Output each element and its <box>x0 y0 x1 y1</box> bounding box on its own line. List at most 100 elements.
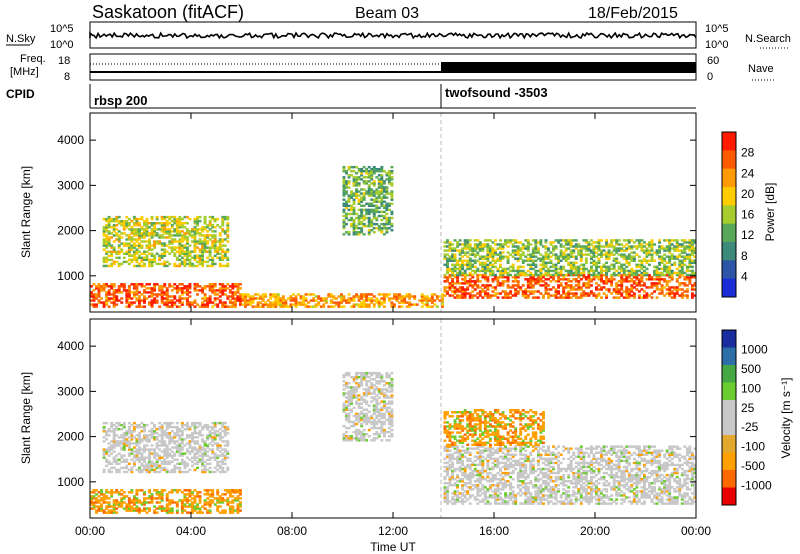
data-cell <box>529 257 533 260</box>
data-cell <box>231 495 235 498</box>
data-cell <box>387 176 391 179</box>
colorbar-swatch <box>722 132 736 151</box>
data-cell <box>663 259 667 262</box>
data-cell <box>658 280 662 283</box>
data-cell <box>380 167 384 171</box>
data-cell <box>226 248 230 251</box>
data-cell <box>105 228 109 231</box>
data-cell <box>193 423 197 427</box>
data-cell <box>567 241 571 244</box>
data-cell <box>188 252 192 255</box>
data-cell <box>110 511 114 514</box>
data-cell <box>617 280 621 283</box>
data-cell <box>218 450 222 453</box>
data-cell <box>165 250 169 253</box>
data-cell <box>130 501 134 504</box>
data-cell <box>107 427 111 431</box>
data-cell <box>577 249 581 252</box>
data-cell <box>547 247 550 250</box>
data-cell <box>461 271 465 275</box>
data-cell <box>127 432 131 435</box>
data-cell <box>476 292 480 295</box>
data-cell <box>193 236 197 239</box>
data-cell <box>110 232 114 235</box>
data-cell <box>337 305 341 308</box>
data-cell <box>675 292 679 295</box>
data-cell <box>600 278 603 281</box>
data-cell <box>425 295 429 298</box>
data-cell <box>342 184 346 187</box>
data-cell <box>380 198 384 201</box>
data-cell <box>574 239 578 242</box>
data-cell <box>193 242 197 245</box>
data-cell <box>645 259 649 262</box>
data-cell <box>430 301 434 304</box>
data-cell <box>569 269 573 273</box>
data-cell <box>597 278 601 281</box>
data-cell <box>165 291 169 294</box>
data-cell <box>367 172 371 175</box>
data-cell <box>110 250 114 253</box>
data-cell <box>569 292 573 295</box>
data-cell <box>668 255 672 258</box>
data-cell <box>115 444 119 447</box>
data-cell <box>294 303 298 306</box>
data-cell <box>511 239 515 242</box>
data-cell <box>642 284 646 287</box>
data-cell <box>342 167 346 171</box>
data-cell <box>648 278 651 281</box>
data-cell <box>347 426 351 430</box>
data-cell <box>390 192 394 195</box>
data-cell <box>276 293 280 296</box>
data-cell <box>143 434 146 437</box>
data-cell <box>476 245 480 248</box>
data-cell <box>188 425 192 429</box>
data-cell <box>95 303 98 306</box>
data-cell <box>688 241 692 244</box>
data-cell <box>446 241 449 244</box>
data-cell <box>153 221 157 225</box>
data-cell <box>367 208 371 212</box>
data-cell <box>607 288 611 291</box>
data-cell <box>372 210 376 214</box>
data-cell <box>132 427 136 431</box>
data-cell <box>143 285 146 288</box>
data-cell <box>486 247 490 250</box>
data-cell <box>506 296 510 299</box>
data-cell <box>213 262 217 266</box>
data-cell <box>137 489 141 492</box>
data-cell <box>680 267 684 271</box>
data-cell <box>352 184 356 187</box>
data-cell <box>370 172 374 175</box>
data-cell <box>203 303 207 306</box>
data-cell <box>534 296 538 299</box>
data-cell <box>233 303 237 306</box>
data-cell <box>539 263 543 267</box>
data-cell <box>685 253 689 256</box>
data-cell <box>168 234 172 237</box>
data-cell <box>213 291 217 294</box>
data-cell <box>481 288 485 291</box>
data-cell <box>534 290 538 293</box>
data-cell <box>372 180 376 183</box>
data-cell <box>683 257 687 260</box>
data-cell <box>390 229 394 232</box>
data-cell <box>438 295 442 298</box>
data-cell <box>645 278 649 281</box>
data-cell <box>178 305 182 308</box>
data-cell <box>390 212 394 216</box>
data-cell <box>367 192 371 195</box>
data-cell <box>304 297 308 300</box>
data-cell <box>153 228 157 231</box>
data-cell <box>191 228 194 231</box>
data-cell <box>158 240 162 243</box>
data-cell <box>153 287 157 290</box>
data-cell <box>569 267 573 271</box>
data-cell <box>380 229 384 232</box>
data-cell <box>170 438 174 441</box>
data-cell <box>107 491 111 494</box>
data-cell <box>440 303 444 306</box>
data-cell <box>536 249 540 252</box>
data-cell <box>170 226 174 229</box>
data-cell <box>453 255 457 258</box>
